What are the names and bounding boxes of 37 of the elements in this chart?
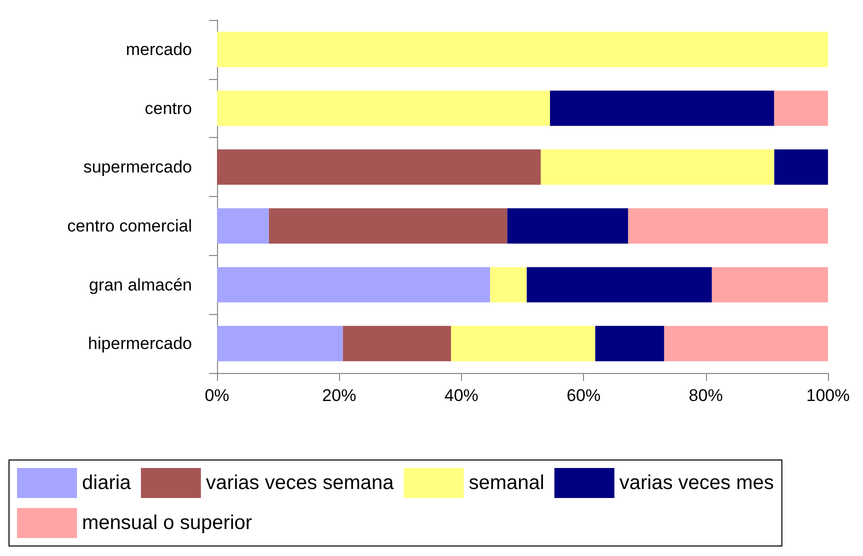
y-tick-label: gran almacén bbox=[88, 275, 192, 294]
x-tick-label: 0% bbox=[204, 386, 230, 405]
y-tick-label: supermercado bbox=[83, 158, 192, 177]
x-tick-label: 80% bbox=[688, 386, 723, 405]
bar bbox=[217, 32, 828, 68]
legend-label: semanal bbox=[468, 472, 544, 494]
bar bbox=[774, 149, 828, 185]
bar bbox=[550, 90, 774, 126]
legend-label: varias veces mes bbox=[619, 472, 774, 494]
bar bbox=[490, 267, 527, 302]
bar bbox=[628, 208, 828, 244]
bar bbox=[540, 149, 774, 185]
y-tick-label: centro bbox=[144, 98, 192, 118]
bar bbox=[507, 208, 628, 244]
legend-label: varias veces semana bbox=[206, 472, 395, 494]
bar bbox=[217, 267, 490, 302]
bar bbox=[268, 208, 508, 244]
y-tick-label: centro comercial bbox=[67, 216, 192, 236]
bar bbox=[526, 267, 712, 302]
x-tick-label: 20% bbox=[322, 386, 356, 405]
x-tick-label: 60% bbox=[566, 386, 601, 405]
bar bbox=[664, 326, 828, 362]
y-tick-label: hipermercado bbox=[88, 334, 192, 354]
bar bbox=[217, 149, 541, 185]
x-tick-label: 100% bbox=[806, 386, 850, 405]
bar bbox=[595, 326, 664, 362]
legend-label: diaria bbox=[82, 472, 132, 494]
bar bbox=[774, 90, 828, 126]
bar bbox=[217, 90, 550, 126]
y-tick-label: mercado bbox=[126, 40, 192, 59]
bar bbox=[217, 326, 343, 362]
bar bbox=[451, 326, 596, 362]
bar bbox=[712, 267, 828, 302]
legend-label: mensual o superior bbox=[82, 512, 252, 534]
x-tick-label: 40% bbox=[444, 386, 478, 405]
bar bbox=[342, 326, 452, 362]
bar bbox=[217, 208, 269, 244]
